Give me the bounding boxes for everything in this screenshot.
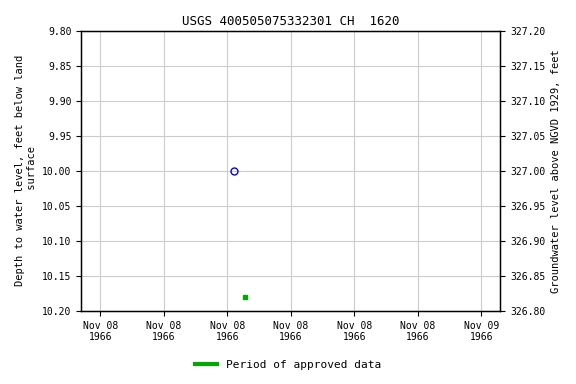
Y-axis label: Depth to water level, feet below land
 surface: Depth to water level, feet below land su… (15, 55, 37, 286)
Legend: Period of approved data: Period of approved data (191, 356, 385, 375)
Y-axis label: Groundwater level above NGVD 1929, feet: Groundwater level above NGVD 1929, feet (551, 49, 561, 293)
Title: USGS 400505075332301 CH  1620: USGS 400505075332301 CH 1620 (182, 15, 400, 28)
